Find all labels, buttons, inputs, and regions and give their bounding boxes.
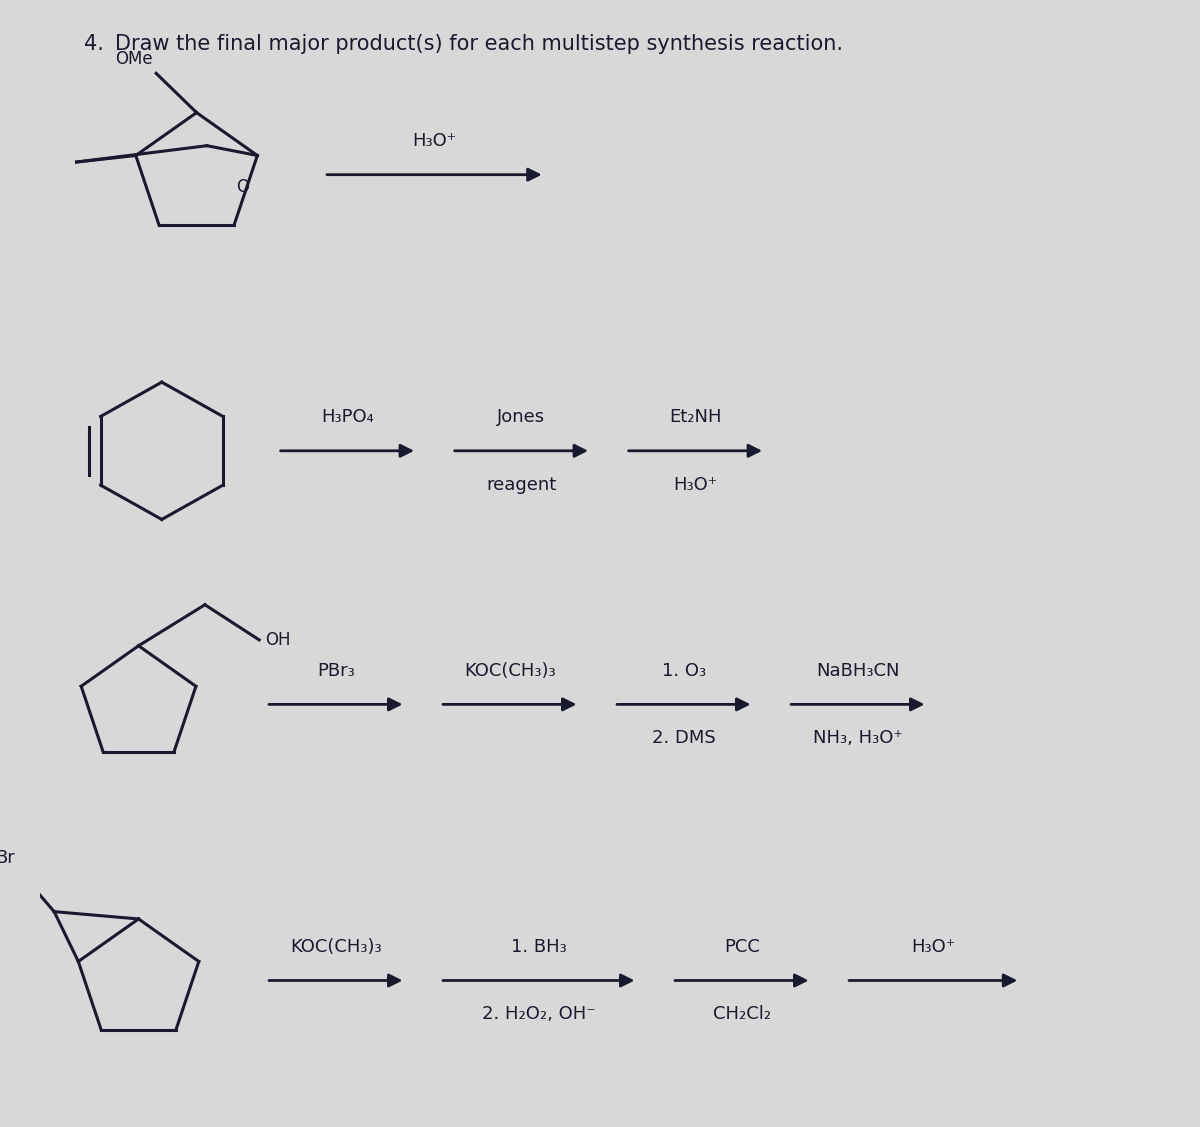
Text: CH₂Cl₂: CH₂Cl₂: [713, 1005, 770, 1023]
Text: OH: OH: [265, 631, 290, 649]
Text: Draw the final major product(s) for each multistep synthesis reaction.: Draw the final major product(s) for each…: [115, 34, 844, 54]
Text: PBr₃: PBr₃: [317, 662, 355, 680]
Text: KOC(CH₃)₃: KOC(CH₃)₃: [290, 938, 382, 956]
Text: PCC: PCC: [724, 938, 760, 956]
Text: NaBH₃CN: NaBH₃CN: [816, 662, 900, 680]
Text: Jones: Jones: [497, 408, 546, 426]
Text: H₃O⁺: H₃O⁺: [911, 938, 955, 956]
Text: reagent: reagent: [486, 476, 557, 494]
Text: 1. O₃: 1. O₃: [661, 662, 706, 680]
Text: H₃O⁺: H₃O⁺: [673, 476, 718, 494]
Text: H₃PO₄: H₃PO₄: [320, 408, 373, 426]
Text: H₃O⁺: H₃O⁺: [413, 132, 456, 150]
Text: NH₃, H₃O⁺: NH₃, H₃O⁺: [812, 729, 902, 747]
Text: 4.: 4.: [84, 34, 104, 54]
Text: KOC(CH₃)₃: KOC(CH₃)₃: [464, 662, 556, 680]
Text: 1. BH₃: 1. BH₃: [511, 938, 566, 956]
Text: 2. H₂O₂, OH⁻: 2. H₂O₂, OH⁻: [482, 1005, 595, 1023]
Text: Br: Br: [0, 850, 14, 868]
Text: OMe: OMe: [115, 50, 152, 68]
Text: 2. DMS: 2. DMS: [652, 729, 715, 747]
Text: Et₂NH: Et₂NH: [670, 408, 721, 426]
Text: O: O: [235, 178, 248, 196]
